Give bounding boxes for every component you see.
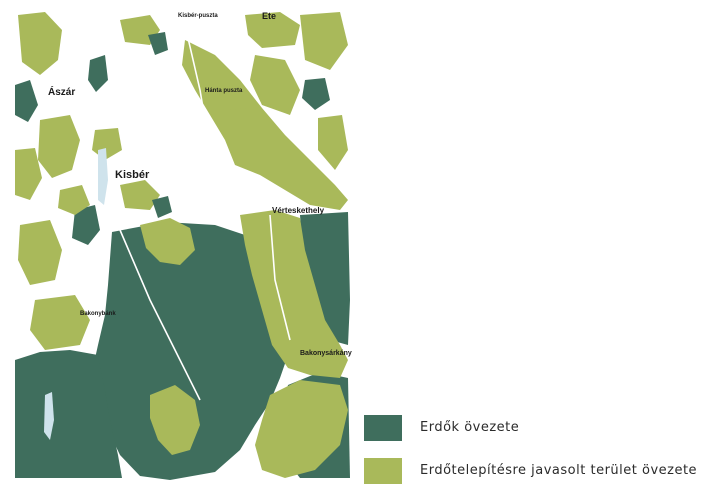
legend-swatch-forest xyxy=(364,415,402,441)
northeast-patches xyxy=(152,12,348,218)
afforestation-zone-southcenter xyxy=(150,385,200,455)
northwest-patches xyxy=(15,12,168,350)
forest-zone-southwest xyxy=(15,350,122,478)
water-body-kisber xyxy=(98,148,108,205)
place-label-kisber: Kisbér xyxy=(115,169,150,181)
forest-zone-east xyxy=(300,212,350,345)
legend-swatch-afforestation xyxy=(364,458,402,484)
place-label-asar: Ászár xyxy=(48,85,75,98)
place-label-south-small: Bakonybánk xyxy=(80,311,116,317)
afforestation-zone-southeast xyxy=(255,380,348,478)
place-label-mid-small: Hánta puszta xyxy=(205,88,243,94)
legend-label-forest: Erdők övezete xyxy=(420,420,520,435)
place-label-ete: Ete xyxy=(262,11,276,21)
legend-label-afforestation: Erdőtelepítésre javasolt terület övezete xyxy=(420,463,698,478)
afforestation-zone-north xyxy=(182,40,348,210)
place-label-bakonysarkany: Bakonysárkány xyxy=(300,350,352,357)
afforestation-zone-east xyxy=(240,210,348,378)
afforestation-zone-center xyxy=(140,218,195,265)
place-label-top-small: Kisbér-puszta xyxy=(178,13,218,19)
place-label-vereskut: Vérteskethely xyxy=(272,206,325,215)
roads xyxy=(119,24,291,401)
water-body-south xyxy=(44,392,54,440)
forest-zone-south xyxy=(92,222,288,480)
